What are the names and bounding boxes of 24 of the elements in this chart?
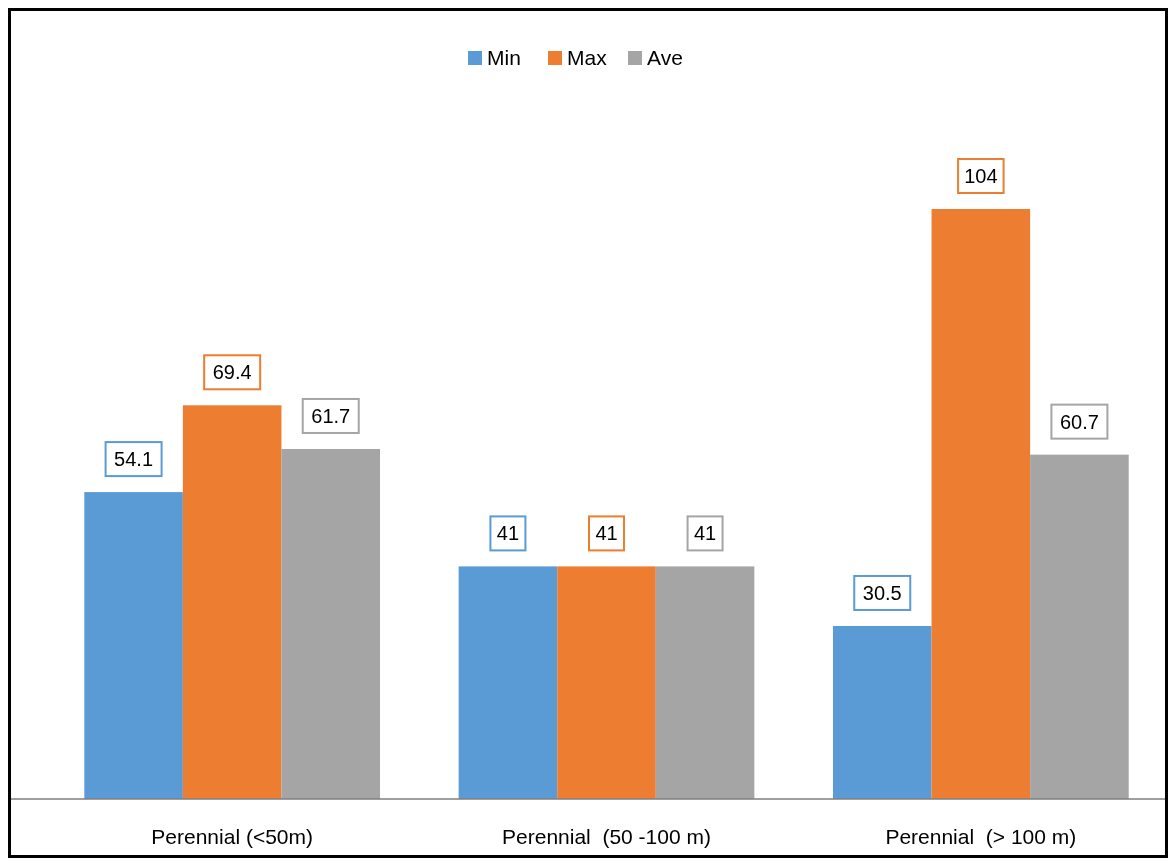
x-tick-label: Perennial (50 -100 m) — [502, 825, 711, 848]
bar — [931, 209, 1031, 799]
legend-label: Max — [567, 46, 608, 69]
data-label: 104 — [964, 165, 998, 187]
data-label: 61.7 — [311, 404, 351, 427]
x-tick-label: Perennial (<50m) — [151, 825, 313, 848]
data-label: 41 — [496, 522, 520, 545]
x-tick-label: Perennial (> 100 m) — [885, 825, 1077, 848]
bar — [832, 625, 932, 799]
data-label: 60.7 — [1059, 410, 1099, 433]
data-label: 54.1 — [114, 448, 154, 471]
legend-label: Min — [487, 46, 521, 69]
bar — [655, 566, 755, 799]
bar — [1030, 454, 1129, 799]
data-label: 30.5 — [862, 581, 902, 604]
bar — [84, 492, 183, 799]
bar — [458, 566, 558, 799]
legend-label: Ave — [647, 46, 683, 69]
bar — [281, 448, 381, 799]
data-label: 41 — [595, 522, 618, 545]
bar — [182, 405, 282, 799]
data-label: 69.4 — [212, 361, 252, 384]
data-label: 41 — [693, 522, 717, 545]
bar — [557, 566, 656, 799]
